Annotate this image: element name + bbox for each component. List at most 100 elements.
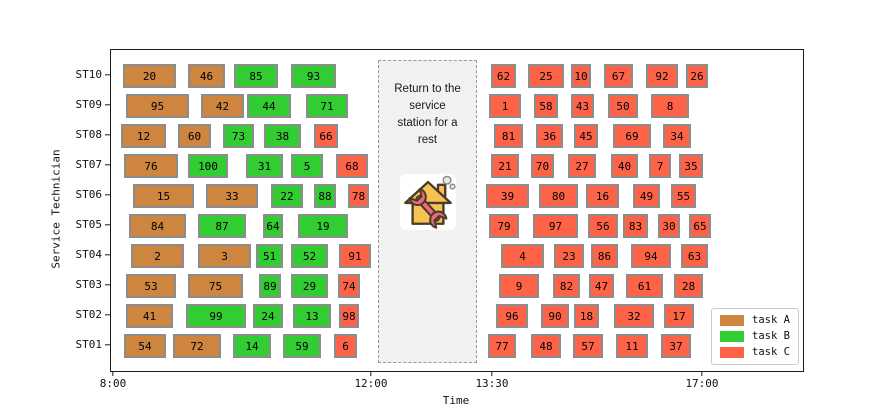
rest-panel-text: Return to the service station for a rest [379, 81, 476, 149]
task-box: 89 [259, 274, 281, 298]
task-box: 92 [646, 64, 678, 88]
task-box: 91 [339, 244, 371, 268]
y-tick-label: ST03 [75, 278, 103, 291]
task-box: 85 [234, 64, 278, 88]
task-box: 98 [339, 304, 359, 328]
task-box: 82 [553, 274, 580, 298]
task-box: 63 [681, 244, 708, 268]
task-box: 38 [264, 124, 301, 148]
task-box: 66 [314, 124, 338, 148]
task-box: 19 [298, 214, 348, 238]
task-box: 22 [271, 184, 303, 208]
task-box: 61 [626, 274, 663, 298]
task-box: 4 [501, 244, 544, 268]
task-box: 44 [247, 94, 291, 118]
y-tick-label: ST06 [75, 188, 103, 201]
task-box: 79 [489, 214, 519, 238]
task-box: 84 [129, 214, 186, 238]
rest-panel-line: station for a [397, 117, 458, 129]
repair-station-house-wrench-icon [399, 173, 456, 231]
task-box: 74 [338, 274, 360, 298]
task-box: 77 [488, 334, 516, 358]
task-box: 41 [126, 304, 173, 328]
task-box: 75 [188, 274, 243, 298]
task-box: 67 [604, 64, 633, 88]
task-box: 12 [121, 124, 166, 148]
task-box: 15 [133, 184, 194, 208]
y-tick-label: ST02 [75, 308, 103, 321]
task-box: 71 [306, 94, 348, 118]
task-box: 52 [291, 244, 328, 268]
y-tick-mark [105, 134, 110, 136]
legend: task A task B task C [711, 308, 799, 365]
task-box: 23 [554, 244, 584, 268]
x-tick-mark [491, 371, 493, 376]
task-box: 25 [528, 64, 564, 88]
task-box: 39 [486, 184, 529, 208]
task-box: 60 [178, 124, 211, 148]
task-box: 69 [613, 124, 651, 148]
task-box: 43 [571, 94, 594, 118]
task-box: 42 [201, 94, 244, 118]
task-box: 45 [574, 124, 598, 148]
x-tick-mark [112, 371, 114, 376]
y-tick-mark [105, 254, 110, 256]
legend-swatch [720, 315, 744, 326]
legend-swatch [720, 347, 744, 358]
task-box: 96 [496, 304, 528, 328]
x-tick-label: 17:00 [685, 377, 719, 390]
y-tick-label: ST10 [75, 68, 103, 81]
task-box: 9 [499, 274, 539, 298]
task-box: 8 [651, 94, 689, 118]
y-tick-mark [105, 284, 110, 286]
task-box: 11 [616, 334, 648, 358]
y-tick-label: ST05 [75, 218, 103, 231]
legend-label: task B [752, 330, 790, 343]
task-box: 34 [663, 124, 691, 148]
task-box: 7 [649, 154, 671, 178]
y-tick-mark [105, 344, 110, 346]
task-box: 55 [671, 184, 696, 208]
task-box: 26 [686, 64, 708, 88]
task-box: 72 [173, 334, 221, 358]
y-tick-mark [105, 224, 110, 226]
y-tick-mark [105, 164, 110, 166]
legend-item: task B [720, 331, 790, 342]
task-box: 3 [198, 244, 251, 268]
task-box: 35 [679, 154, 703, 178]
task-box: 68 [336, 154, 368, 178]
y-tick-label: ST01 [75, 338, 103, 351]
task-box: 48 [531, 334, 561, 358]
task-box: 81 [494, 124, 523, 148]
task-box: 94 [631, 244, 671, 268]
y-tick-label: ST08 [75, 128, 103, 141]
task-box: 20 [123, 64, 176, 88]
x-tick-label: 12:00 [354, 377, 388, 390]
task-box: 90 [541, 304, 569, 328]
task-box: 78 [348, 184, 369, 208]
y-tick-label: ST07 [75, 158, 103, 171]
task-box: 49 [633, 184, 660, 208]
task-box: 17 [664, 304, 694, 328]
task-box: 21 [491, 154, 519, 178]
task-box: 93 [291, 64, 336, 88]
task-box: 1 [489, 94, 521, 118]
task-box: 29 [291, 274, 328, 298]
y-tick-label: ST04 [75, 248, 103, 261]
task-box: 32 [614, 304, 654, 328]
rest-panel-line: service [409, 100, 446, 112]
task-box: 80 [539, 184, 578, 208]
task-box: 99 [186, 304, 246, 328]
task-box: 86 [591, 244, 618, 268]
task-box: 100 [188, 154, 228, 178]
task-box: 27 [568, 154, 596, 178]
task-box: 62 [491, 64, 516, 88]
task-box: 76 [124, 154, 178, 178]
task-box: 70 [531, 154, 554, 178]
task-box: 59 [283, 334, 321, 358]
legend-swatch [720, 331, 744, 342]
task-box: 24 [253, 304, 283, 328]
rest-panel-line: rest [417, 134, 438, 146]
task-box: 65 [689, 214, 711, 238]
